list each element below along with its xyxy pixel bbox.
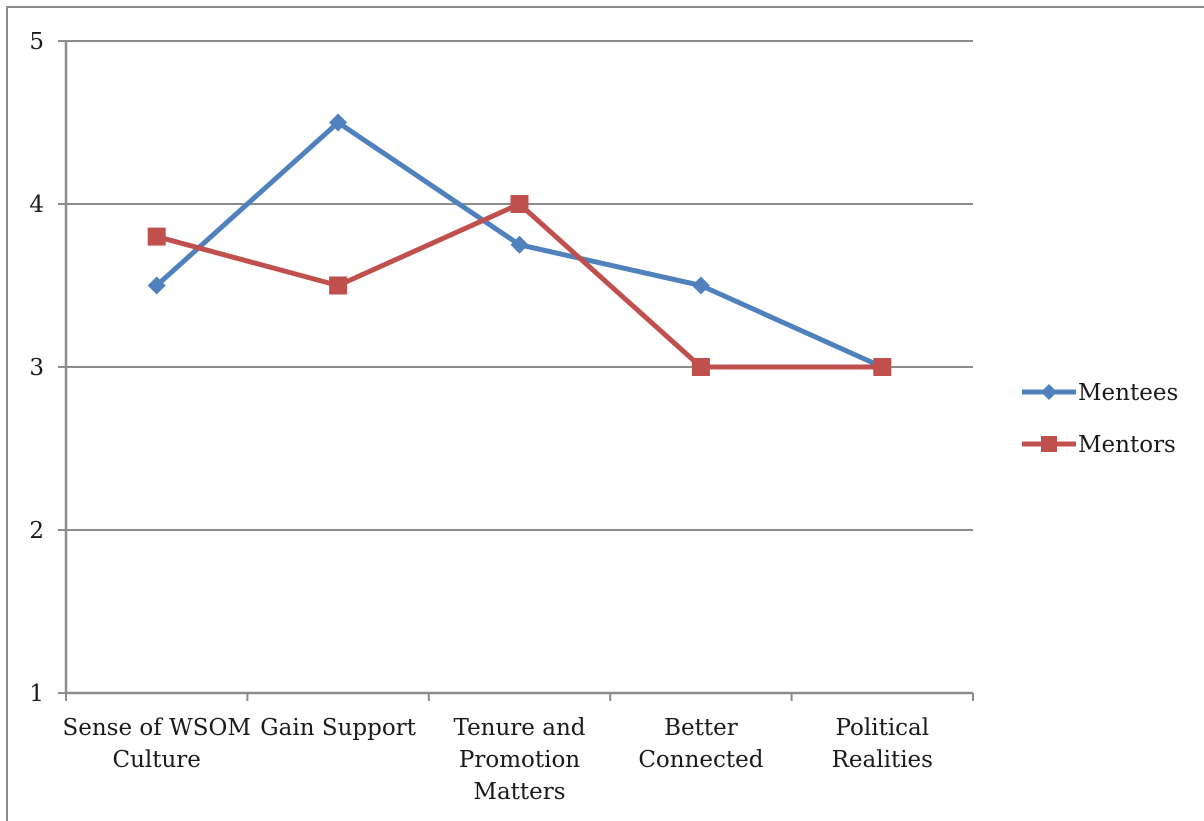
- gridlines: [66, 40, 973, 531]
- x-tick-label-line: Political: [835, 715, 929, 741]
- x-tick-label: Tenure and Promotion Matters: [454, 715, 586, 805]
- legend-label: Mentees: [1078, 380, 1178, 406]
- x-tick-label-line: Tenure and: [454, 715, 586, 741]
- y-tick-label: 4: [29, 192, 44, 218]
- data-point-diamond: [1041, 384, 1057, 400]
- x-tick-label: Political Realities: [832, 715, 933, 773]
- x-tick-label: Sense of WSOM Culture: [63, 715, 251, 773]
- x-tick-label-line: Promotion: [459, 747, 580, 773]
- series: [147, 113, 892, 376]
- data-point-square: [329, 276, 348, 295]
- axes: 1 2 3 4 5 Sense of WSOM Culture Gain Support Ten…: [29, 29, 974, 805]
- x-tick-label-line: Connected: [638, 747, 763, 773]
- data-point-square: [1041, 436, 1057, 452]
- x-tick-label-line: Better: [664, 715, 738, 741]
- data-point-square: [147, 227, 166, 246]
- legend-item: Mentors: [1022, 432, 1176, 458]
- legend-label: Mentors: [1078, 432, 1176, 458]
- legend-item: Mentees: [1022, 380, 1178, 406]
- data-point-diamond: [147, 276, 166, 295]
- x-tick-label-line: Culture: [112, 747, 200, 773]
- x-tick-label: Gain Support: [260, 715, 416, 741]
- y-tick-label: 2: [29, 518, 44, 544]
- x-tick-label-line: Gain Support: [260, 715, 416, 741]
- data-point-square: [873, 358, 892, 376]
- x-tick-label-line: Matters: [473, 779, 565, 805]
- x-tick-label: Better Connected: [638, 715, 763, 773]
- y-tick-label: 3: [29, 355, 44, 381]
- y-tick-label: 5: [29, 29, 44, 55]
- chart-frame: [6, 6, 1204, 821]
- series-mentees: [147, 113, 892, 376]
- data-point-diamond: [510, 235, 529, 254]
- y-tick-label: 1: [29, 681, 44, 707]
- series-line: [156, 201, 883, 370]
- data-point-square: [510, 195, 529, 213]
- data-point-diamond: [691, 276, 710, 295]
- x-tick-label-line: Sense of WSOM: [63, 715, 251, 741]
- x-tick-label-line: Realities: [832, 747, 933, 773]
- data-point-square: [691, 358, 710, 376]
- data-point-diamond: [329, 113, 348, 132]
- series-mentors: [147, 195, 892, 376]
- legend: Mentees Mentors: [1022, 380, 1178, 458]
